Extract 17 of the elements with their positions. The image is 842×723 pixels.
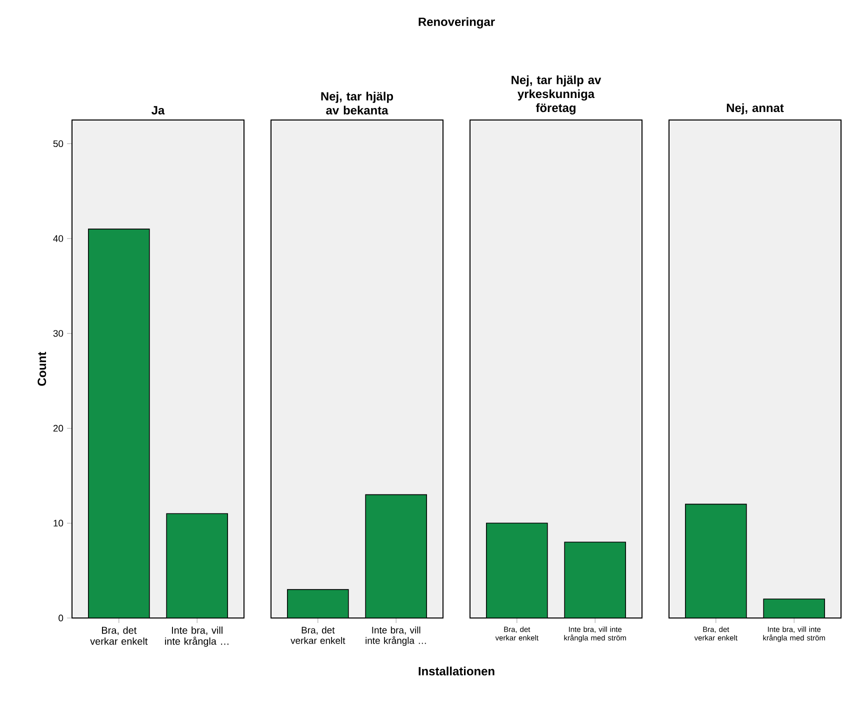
y-tick-label: 40: [53, 235, 64, 242]
chart-title: Nej, tar hjälp av yrkeskunniga företag: [512, 75, 602, 114]
x-tick-label: Inte bra, vill inte krångla …: [165, 626, 228, 647]
x-tick-label: Inte bra, vill inte krångla …: [366, 626, 426, 646]
y-tick-label: 50: [53, 140, 64, 148]
x-axis-title: Installationen: [418, 666, 494, 676]
chart-title: Nej, tar hjälp av bekanta: [321, 92, 394, 114]
x-tick-label: Bra, det verkar enkelt: [290, 626, 346, 644]
text: Renoveringar: [418, 17, 495, 28]
chart-title: Ja: [152, 106, 165, 114]
y-tick-label: 30: [53, 330, 64, 337]
x-tick-label: Bra, det verkar enkelt: [90, 626, 148, 645]
y-axis-title: Count: [38, 352, 46, 386]
y-tick-label: 10: [54, 520, 64, 526]
y-tick-label: 20: [53, 424, 64, 432]
chart-title: Nej, annat: [726, 103, 784, 114]
y-tick-label: 0: [58, 614, 64, 622]
